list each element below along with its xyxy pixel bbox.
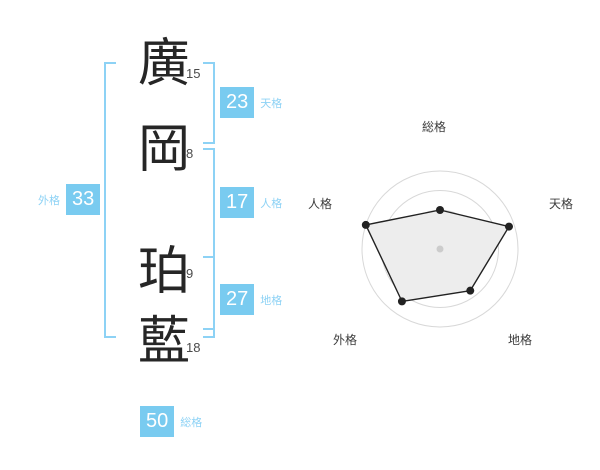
badge-label: 人格 bbox=[260, 196, 283, 210]
kanji-character: 珀 bbox=[137, 242, 190, 302]
radar-data-point bbox=[504, 222, 513, 231]
kanji-character: 藍 bbox=[137, 312, 190, 372]
bracket-chikaku bbox=[203, 256, 215, 338]
radar-center-dot bbox=[436, 245, 444, 253]
radar-data-point bbox=[466, 286, 475, 295]
badge-tenkaku: 23 天格 bbox=[220, 87, 282, 118]
stroke-count: 8 bbox=[186, 146, 194, 161]
radar-data-point bbox=[436, 206, 444, 214]
stroke-count: 9 bbox=[186, 266, 194, 281]
radar-series bbox=[361, 206, 513, 306]
radar-data-points bbox=[361, 206, 513, 306]
badge-value: 27 bbox=[220, 284, 255, 315]
bracket-gaikaku bbox=[104, 62, 116, 338]
radar-data-point bbox=[397, 297, 406, 306]
badge-soukaku: 50 総格 bbox=[140, 406, 202, 437]
bracket-tenkaku bbox=[203, 62, 215, 144]
radar-axis-label-chikaku: 地格 bbox=[508, 333, 533, 347]
radar-axis-label-tenkaku: 天格 bbox=[549, 197, 574, 211]
kanji-character: 廣 bbox=[137, 34, 190, 94]
badge-label: 外格 bbox=[38, 193, 60, 207]
radar-data-point bbox=[361, 220, 370, 229]
name-breakdown-panel: 廣 岡 珀 藍 15 8 9 18 23 天格 17 人格 27 地格 外格 3… bbox=[38, 34, 282, 437]
badge-label: 天格 bbox=[260, 96, 283, 110]
stroke-count: 15 bbox=[186, 66, 201, 81]
radar-axis-label-jinkaku: 人格 bbox=[308, 197, 333, 211]
badge-chikaku: 27 地格 bbox=[220, 284, 282, 315]
radar-chart-panel: 総格 天格 地格 外格 人格 bbox=[300, 0, 600, 470]
badge-jinkaku: 17 人格 bbox=[220, 187, 282, 218]
stroke-count: 18 bbox=[186, 340, 201, 355]
badge-value: 50 bbox=[140, 406, 175, 437]
badge-value: 23 bbox=[220, 87, 255, 118]
badge-value: 33 bbox=[66, 184, 101, 215]
badge-value: 17 bbox=[220, 187, 255, 218]
badge-label: 総格 bbox=[180, 415, 203, 429]
badge-label: 地格 bbox=[260, 293, 283, 307]
badge-gaikaku: 外格 33 bbox=[38, 184, 101, 215]
radar-chart-svg bbox=[361, 170, 519, 328]
bracket-jinkaku bbox=[203, 148, 215, 330]
radar-axis-label-gaikaku: 外格 bbox=[333, 333, 358, 347]
kanji-character: 岡 bbox=[137, 120, 190, 180]
radar-axis-label-soukaku: 総格 bbox=[422, 120, 447, 134]
